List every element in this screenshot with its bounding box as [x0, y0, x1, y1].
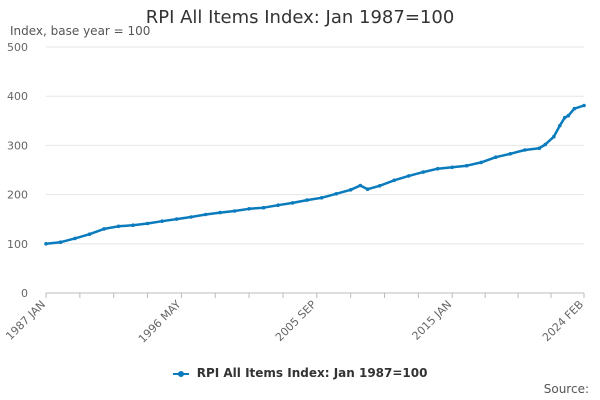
chart-title: RPI All Items Index: Jan 1987=100 — [145, 7, 455, 28]
x-tick-label: 2015 JAN — [410, 298, 455, 343]
data-point[interactable] — [562, 115, 567, 120]
data-point[interactable] — [572, 106, 577, 111]
x-tick-label: 1996 MAY — [136, 298, 184, 346]
data-point[interactable] — [58, 240, 63, 244]
data-point[interactable] — [189, 215, 193, 219]
y-tick-label: 500 — [7, 41, 28, 54]
legend[interactable]: RPI All Items Index: Jan 1987=100 — [0, 366, 600, 380]
y-tick-label: 300 — [7, 139, 28, 152]
y-tick-label: 400 — [7, 90, 28, 103]
data-point[interactable] — [543, 142, 548, 147]
data-point[interactable] — [348, 188, 353, 192]
y-axis-ticks: 0 100 200 300 400 500 — [7, 41, 28, 300]
data-point[interactable] — [552, 134, 556, 139]
y-tick-label: 0 — [21, 287, 28, 300]
x-tick-label: 2005 SEP — [273, 298, 319, 344]
data-point[interactable] — [261, 205, 266, 210]
x-axis: 1987 JAN 1996 MAY 2005 SEP 2015 JAN 2024 FEB — [3, 292, 586, 346]
data-point[interactable] — [523, 148, 527, 152]
data-point[interactable] — [392, 178, 397, 183]
data-point[interactable] — [290, 201, 295, 205]
data-point[interactable] — [232, 209, 237, 213]
data-point[interactable] — [479, 160, 484, 165]
data-point[interactable] — [582, 103, 586, 108]
x-tick-label: 2024 FEB — [540, 298, 586, 344]
data-point[interactable] — [218, 210, 222, 215]
data-point[interactable] — [365, 187, 370, 191]
data-point[interactable] — [508, 152, 513, 156]
data-point[interactable] — [334, 192, 339, 196]
data-point[interactable] — [377, 184, 382, 188]
data-point[interactable] — [87, 232, 92, 236]
gridlines — [46, 46, 584, 245]
data-point[interactable] — [450, 165, 455, 170]
legend-swatch-icon — [172, 369, 189, 379]
data-point[interactable] — [537, 146, 542, 150]
series-line-group — [44, 103, 586, 246]
x-tick-label: 1987 JAN — [3, 298, 48, 343]
data-point[interactable] — [145, 221, 150, 226]
source-label: Source: — [543, 382, 589, 396]
data-point[interactable] — [421, 170, 426, 174]
data-point[interactable] — [203, 212, 208, 217]
series-line[interactable] — [44, 104, 586, 246]
data-point[interactable] — [73, 236, 77, 241]
y-tick-label: 100 — [7, 238, 28, 251]
data-point[interactable] — [305, 198, 309, 202]
y-axis-label: Index, base year = 100 — [10, 24, 151, 38]
y-tick-label: 200 — [7, 189, 28, 202]
data-point[interactable] — [174, 217, 179, 221]
data-point[interactable] — [276, 203, 280, 207]
data-point[interactable] — [247, 207, 251, 211]
data-point[interactable] — [102, 227, 106, 231]
data-point[interactable] — [131, 223, 135, 227]
data-point[interactable] — [435, 166, 440, 171]
data-point[interactable] — [406, 174, 411, 178]
data-point[interactable] — [558, 123, 562, 128]
data-point[interactable] — [464, 163, 469, 168]
data-point[interactable] — [358, 183, 363, 188]
data-point[interactable] — [44, 242, 48, 246]
data-point[interactable] — [566, 113, 571, 118]
legend-label: RPI All Items Index: Jan 1987=100 — [196, 366, 428, 380]
data-point[interactable] — [493, 155, 498, 159]
data-point[interactable] — [319, 196, 324, 200]
data-point[interactable] — [160, 219, 164, 223]
data-point[interactable] — [116, 224, 121, 229]
